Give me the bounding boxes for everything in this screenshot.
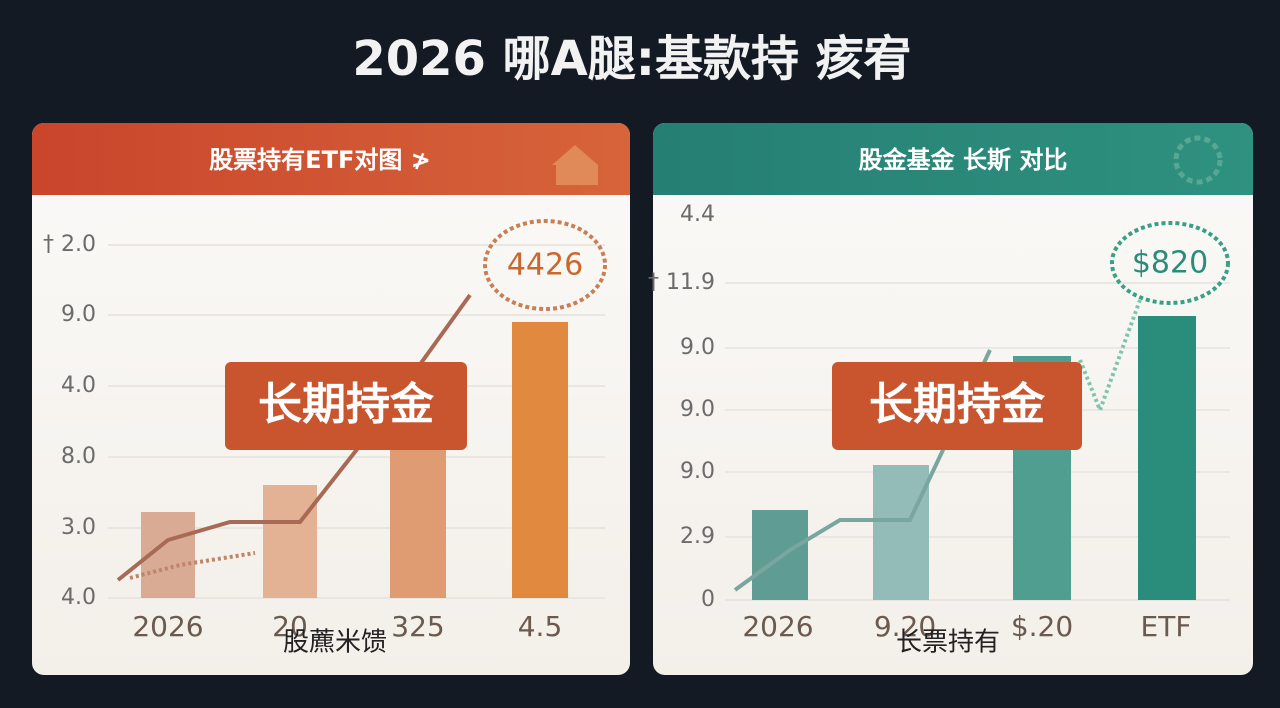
x-label: 20 bbox=[272, 610, 308, 643]
x-label: $.20 bbox=[1011, 610, 1073, 643]
callout-ring bbox=[483, 219, 607, 311]
bar bbox=[263, 485, 317, 598]
bar bbox=[1138, 316, 1196, 600]
left-panel: 股票持有ETF对图 ≯ † 2.0 9.0 4.0 8.0 3.0 4.0 20… bbox=[32, 123, 630, 675]
header-text: 股金基金 长斯 对比 bbox=[859, 146, 1068, 174]
badge-bg bbox=[832, 362, 1082, 450]
caption: 长票持有 bbox=[896, 628, 1000, 658]
callout: $820 bbox=[1132, 246, 1208, 281]
y-label: 0 bbox=[701, 587, 715, 612]
x-label: 2026 bbox=[742, 610, 813, 643]
y-label: † 11.9 bbox=[648, 270, 715, 295]
y-label: 4.4 bbox=[680, 202, 715, 227]
gear-icon bbox=[1173, 135, 1223, 185]
x-label: ETF bbox=[1141, 610, 1192, 643]
y-label: 9.0 bbox=[680, 335, 715, 360]
y-label: 4.0 bbox=[61, 373, 96, 398]
trend-line bbox=[733, 349, 992, 592]
callout: 4426 bbox=[507, 248, 583, 283]
y-label: 8.0 bbox=[61, 444, 96, 469]
x-label: 2026 bbox=[132, 610, 203, 643]
trend-line bbox=[129, 551, 256, 580]
badge-bg bbox=[225, 362, 467, 450]
x-label: 325 bbox=[391, 610, 444, 643]
badge: 长期持金 bbox=[869, 379, 1046, 430]
panel-header bbox=[32, 123, 630, 195]
y-label: † 2.0 bbox=[43, 232, 96, 257]
x-label: 4.5 bbox=[518, 610, 563, 643]
badge: 长期持金 bbox=[258, 379, 435, 430]
x-label: 9.20 bbox=[874, 610, 936, 643]
header-text: 股票持有ETF对图 ≯ bbox=[209, 146, 431, 174]
callout-ring bbox=[1110, 221, 1230, 305]
panel-header bbox=[653, 123, 1253, 195]
y-label: 4.0 bbox=[61, 585, 96, 610]
y-label: 2.9 bbox=[680, 524, 715, 549]
y-label: 9.0 bbox=[680, 397, 715, 422]
y-label: 9.0 bbox=[680, 459, 715, 484]
house-icon bbox=[552, 145, 598, 185]
right-panel: 股金基金 长斯 对比 4.4 † 11.9 9.0 9.0 9.0 2.9 0 … bbox=[648, 123, 1253, 675]
caption: 股藨米馈 bbox=[283, 628, 387, 658]
page-title: 2026 哪A腿:基款持 痎宥 bbox=[352, 31, 911, 87]
y-label: 3.0 bbox=[61, 515, 96, 540]
y-label: 9.0 bbox=[61, 302, 96, 327]
bar bbox=[512, 322, 568, 598]
bar bbox=[873, 465, 929, 600]
